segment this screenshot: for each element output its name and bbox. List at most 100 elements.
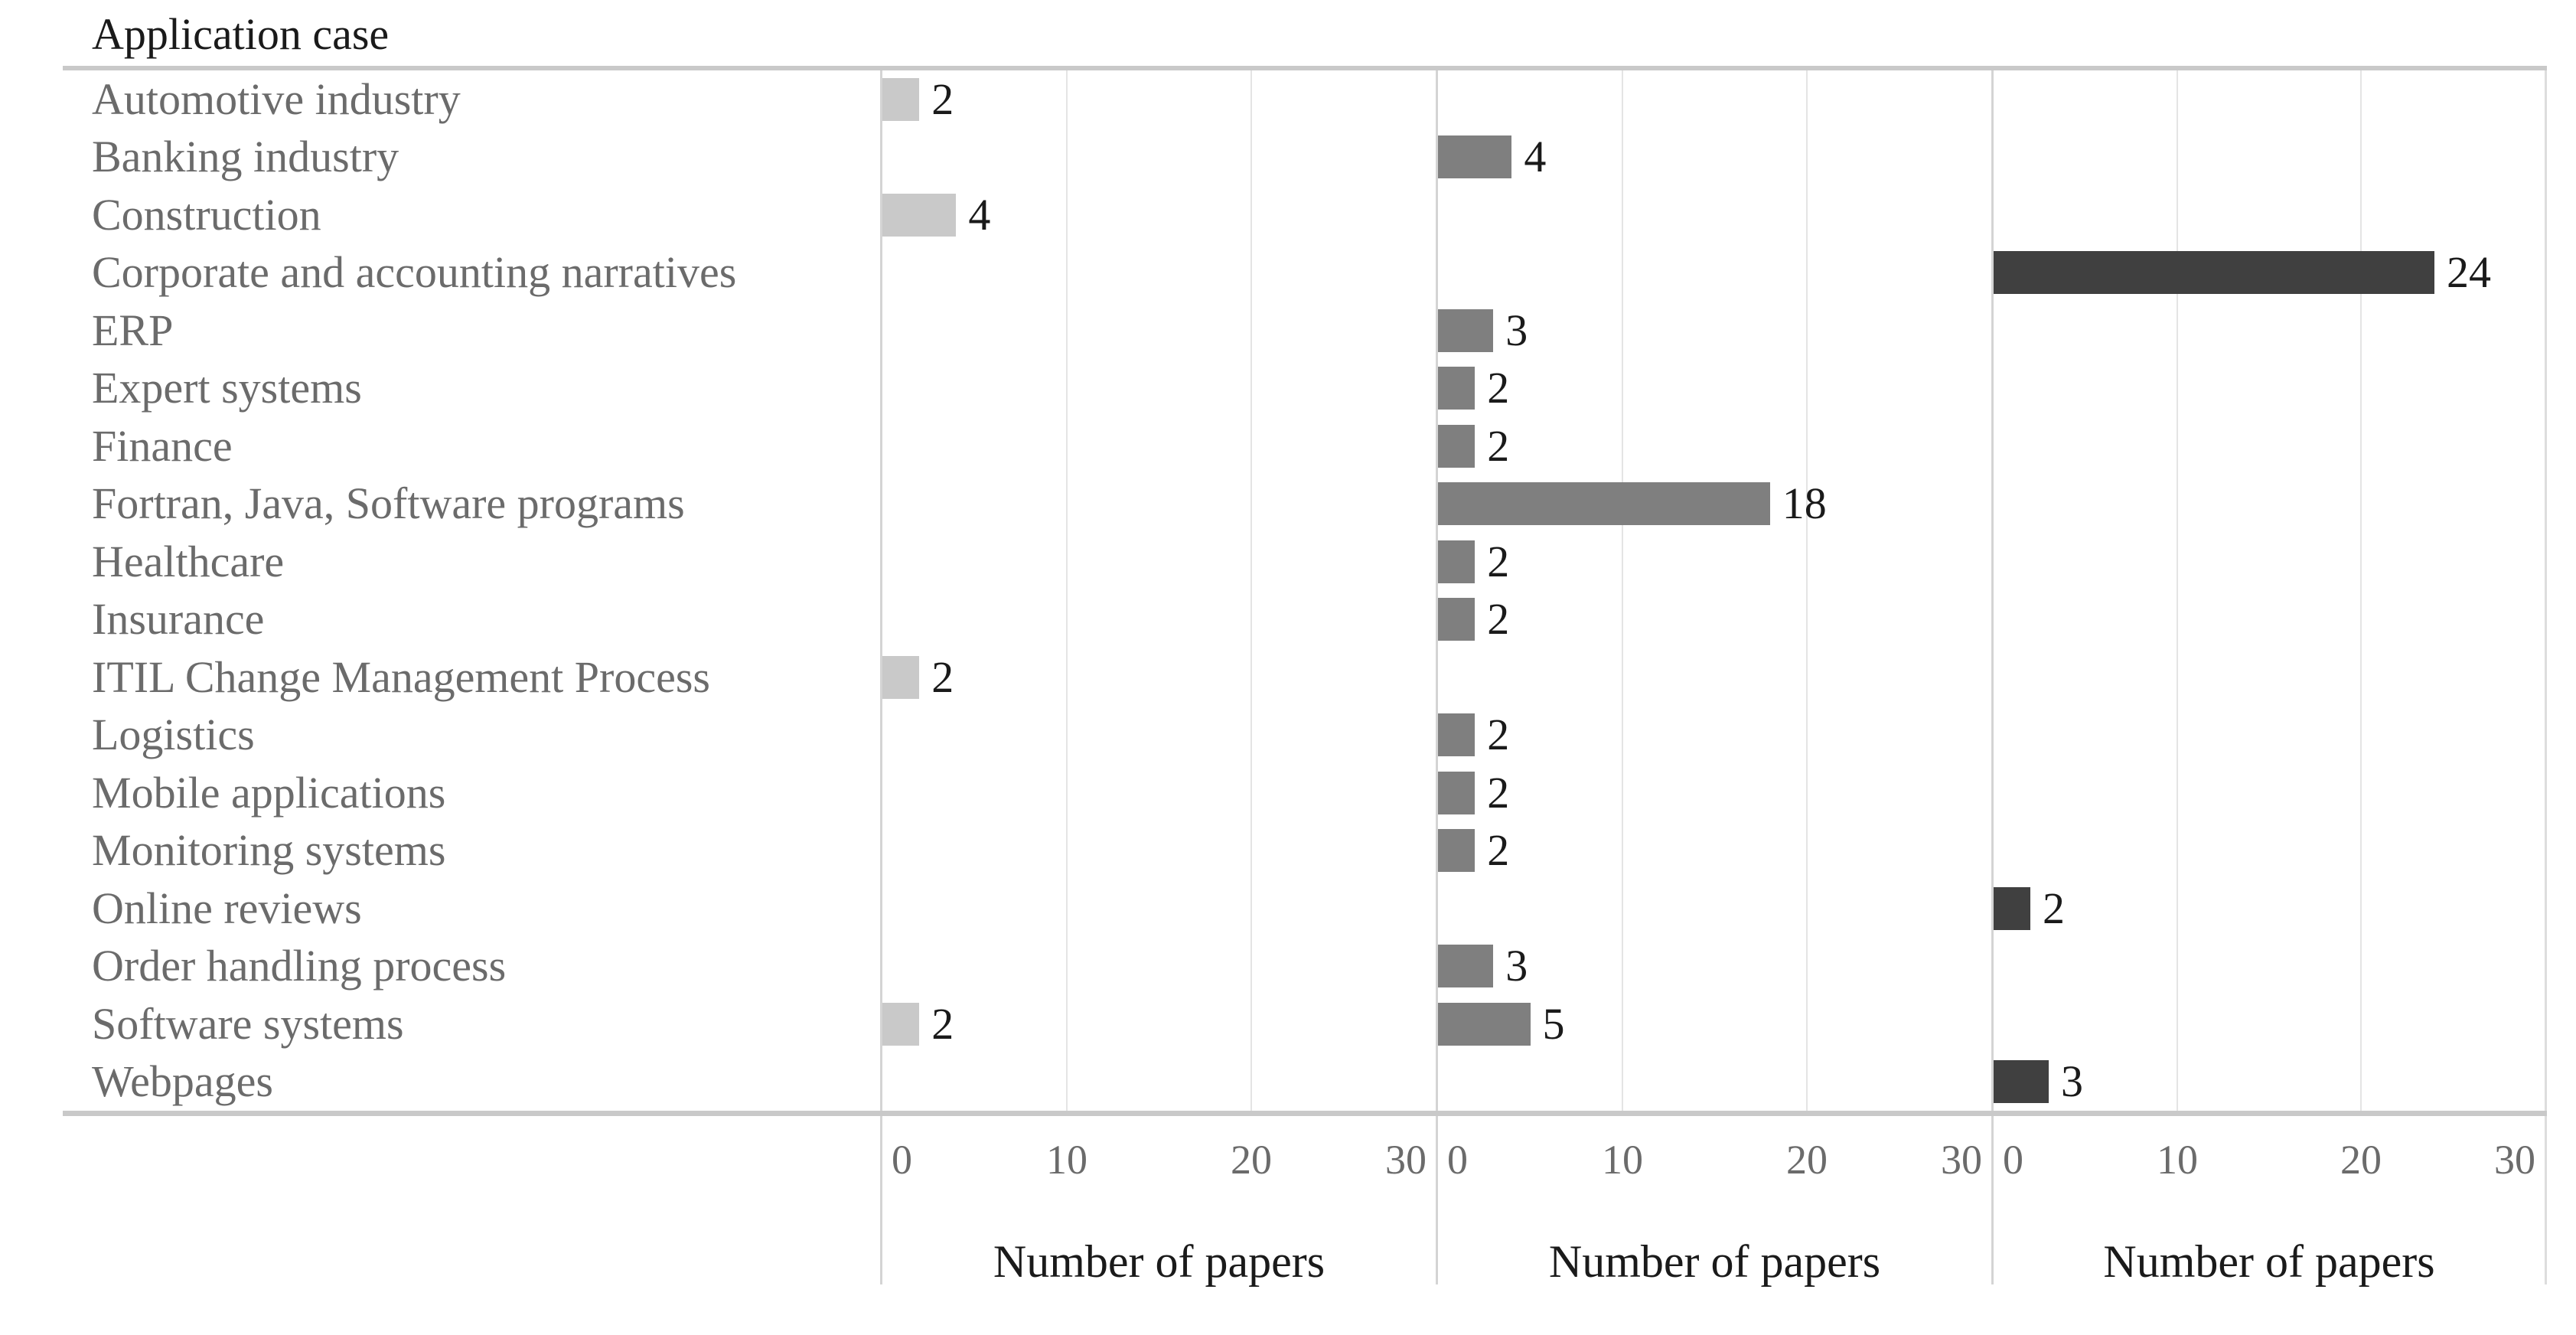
bar-value-label: 2 bbox=[931, 73, 954, 124]
panel-1-cell: 4 bbox=[880, 186, 1436, 244]
bar bbox=[1438, 771, 1475, 814]
bar bbox=[882, 77, 920, 121]
bar bbox=[1438, 829, 1475, 873]
panel-3-cell: 24 bbox=[1991, 243, 2547, 302]
bar-value-label: 2 bbox=[1487, 420, 1510, 471]
panel-1-cell bbox=[880, 128, 1436, 186]
x-axis-title: Number of papers bbox=[1548, 1236, 1881, 1287]
panel-3-cell bbox=[1991, 70, 2547, 129]
table-row: ITIL Change Management Process 2 bbox=[63, 648, 2547, 707]
panel-3-cell bbox=[1991, 128, 2547, 186]
category-label: ITIL Change Management Process bbox=[92, 651, 710, 702]
tick-label: 0 bbox=[1447, 1137, 1468, 1183]
panel-1-cell: 2 bbox=[880, 648, 1436, 707]
panel-1-cell bbox=[880, 533, 1436, 591]
x-axis-panel-1: 0 10 20 30 bbox=[880, 1116, 1436, 1202]
tick-label: 30 bbox=[1385, 1137, 1427, 1183]
bar bbox=[882, 655, 920, 699]
panel-3-cell bbox=[1991, 186, 2547, 244]
tick-label: 10 bbox=[2156, 1137, 2198, 1183]
panel-2-cell: 18 bbox=[1436, 475, 1991, 533]
bar-value-label: 2 bbox=[931, 998, 954, 1049]
panel-1-cell bbox=[880, 821, 1436, 880]
panel-1-cell bbox=[880, 302, 1436, 360]
bar-value-label: 3 bbox=[1505, 305, 1528, 355]
panel-1-cell bbox=[880, 706, 1436, 764]
tick-label: 20 bbox=[1786, 1137, 1828, 1183]
category-label: Webpages bbox=[92, 1056, 273, 1107]
bar bbox=[1438, 424, 1475, 468]
panel-2-cell bbox=[1436, 648, 1991, 707]
table-row: Banking industry 4 bbox=[63, 128, 2547, 186]
axis-title-panel-1: Number of papers bbox=[880, 1202, 1436, 1284]
x-axis-title: Number of papers bbox=[993, 1236, 1325, 1287]
tick-label: 30 bbox=[2494, 1137, 2535, 1183]
category-label: Corporate and accounting narratives bbox=[92, 247, 737, 298]
bar-value-label: 2 bbox=[1487, 536, 1510, 586]
panel-2-cell: 3 bbox=[1436, 937, 1991, 995]
bar-value-label: 18 bbox=[1782, 478, 1827, 529]
panel-1-cell bbox=[880, 475, 1436, 533]
category-label: Fortran, Java, Software programs bbox=[92, 478, 685, 529]
panel-2-cell: 5 bbox=[1436, 995, 1991, 1053]
application-case-chart: Application case Automotive industry 2 Ban… bbox=[63, 0, 2547, 1324]
table-row: Online reviews 2 bbox=[63, 880, 2547, 938]
axis-title-panel-3: Number of papers bbox=[1991, 1202, 2547, 1284]
panel-3-cell bbox=[1991, 764, 2547, 822]
category-label: Insurance bbox=[92, 594, 265, 645]
table-row: Finance 2 bbox=[63, 417, 2547, 475]
category-label: Order handling process bbox=[92, 941, 507, 991]
bar-value-label: 2 bbox=[1487, 825, 1510, 876]
panel-2-cell bbox=[1436, 243, 1991, 302]
tick-label: 20 bbox=[1231, 1137, 1273, 1183]
panel-3-cell bbox=[1991, 648, 2547, 707]
bar-value-label: 3 bbox=[2061, 1056, 2083, 1107]
bar bbox=[1438, 598, 1475, 641]
panel-2-cell bbox=[1436, 1053, 1991, 1111]
panel-3-cell bbox=[1991, 821, 2547, 880]
table-row: Healthcare 2 bbox=[63, 533, 2547, 591]
bar bbox=[1438, 1002, 1531, 1046]
category-label: Online reviews bbox=[92, 883, 362, 933]
panel-2-cell: 2 bbox=[1436, 417, 1991, 475]
panel-2-cell: 2 bbox=[1436, 533, 1991, 591]
panel-2-cell: 2 bbox=[1436, 821, 1991, 880]
x-axis-title: Number of papers bbox=[2103, 1236, 2435, 1287]
bar-value-label: 2 bbox=[1487, 363, 1510, 413]
table-row: Mobile applications 2 bbox=[63, 764, 2547, 822]
tick-label: 20 bbox=[2340, 1137, 2382, 1183]
panel-1-cell bbox=[880, 359, 1436, 417]
panel-3-cell bbox=[1991, 590, 2547, 648]
table-row: Monitoring systems 2 bbox=[63, 821, 2547, 880]
bar bbox=[1438, 713, 1475, 757]
table-row: Webpages 3 bbox=[63, 1053, 2547, 1111]
table-row: Logistics 2 bbox=[63, 706, 2547, 764]
bar-value-label: 3 bbox=[1505, 941, 1528, 991]
bar bbox=[1438, 308, 1494, 352]
panel-3-cell bbox=[1991, 417, 2547, 475]
panel-1-cell bbox=[880, 764, 1436, 822]
panel-1-cell bbox=[880, 243, 1436, 302]
panel-2-cell bbox=[1436, 186, 1991, 244]
bar-value-label: 4 bbox=[1524, 132, 1547, 182]
table-row: Order handling process 3 bbox=[63, 937, 2547, 995]
axis-title-spacer bbox=[63, 1202, 880, 1324]
panel-2-cell: 4 bbox=[1436, 128, 1991, 186]
tick-label: 30 bbox=[1941, 1137, 1982, 1183]
table-row: ERP 3 bbox=[63, 302, 2547, 360]
panel-2-cell: 2 bbox=[1436, 359, 1991, 417]
panel-2-cell bbox=[1436, 880, 1991, 938]
bar-value-label: 2 bbox=[1487, 710, 1510, 760]
panel-2-cell: 2 bbox=[1436, 764, 1991, 822]
x-axis-panel-2: 0 10 20 30 bbox=[1436, 1116, 1991, 1202]
category-label: Logistics bbox=[92, 710, 255, 760]
category-label: Monitoring systems bbox=[92, 825, 446, 876]
panel-3-cell bbox=[1991, 475, 2547, 533]
category-label: Mobile applications bbox=[92, 767, 446, 818]
bar bbox=[1438, 945, 1494, 988]
panel-1-cell: 2 bbox=[880, 70, 1436, 129]
category-label: ERP bbox=[92, 305, 174, 355]
bar-value-label: 2 bbox=[1487, 594, 1510, 645]
bar-value-label: 2 bbox=[931, 651, 954, 702]
category-label: Banking industry bbox=[92, 132, 399, 182]
